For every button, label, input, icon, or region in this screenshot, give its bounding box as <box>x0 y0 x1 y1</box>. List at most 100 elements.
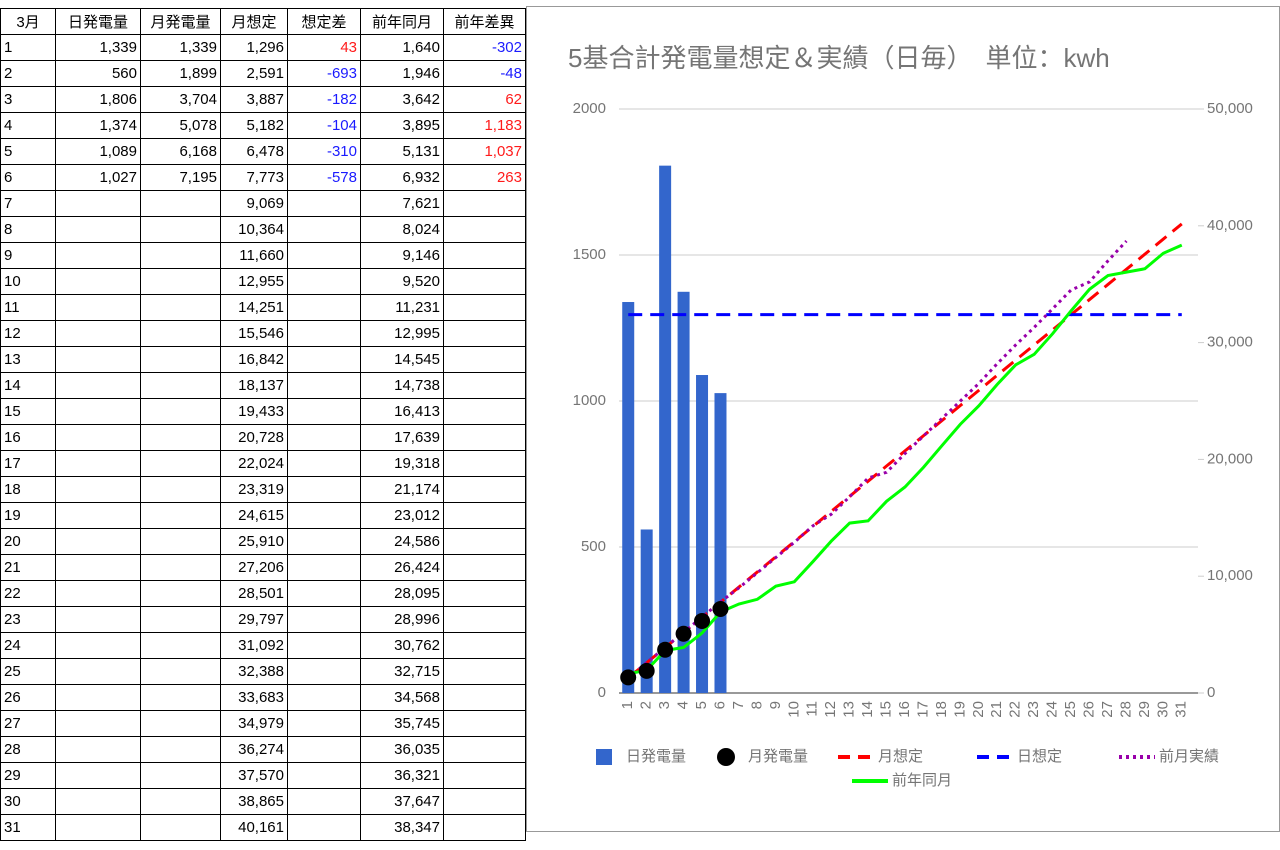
cell: 24 <box>0 632 56 659</box>
cell <box>55 450 141 477</box>
x-tick-label: 16 <box>896 701 913 718</box>
x-tick-label: 31 <box>1173 701 1190 718</box>
x-tick-label: 19 <box>951 701 968 718</box>
cell <box>443 606 526 633</box>
cell <box>55 684 141 711</box>
cell: 7,195 <box>140 164 221 191</box>
cell: 38,347 <box>360 814 444 841</box>
legend-label: 日発電量 <box>626 748 686 765</box>
cell <box>443 190 526 217</box>
cell: 8 <box>0 216 56 243</box>
row: 31 40,161 38,347 <box>0 814 526 841</box>
cell: 7 <box>0 190 56 217</box>
row: 8 10,364 8,024 <box>0 216 526 243</box>
cell: -104 <box>287 112 361 139</box>
cell <box>443 346 526 373</box>
header-cell: 月発電量 <box>140 8 221 35</box>
cell <box>287 658 361 685</box>
cell: 27 <box>0 710 56 737</box>
cell <box>140 502 221 529</box>
cell: 10 <box>0 268 56 295</box>
cell <box>287 424 361 451</box>
cell <box>287 476 361 503</box>
cell: 1,946 <box>360 60 444 87</box>
cell: 14,545 <box>360 346 444 373</box>
cell: 1,806 <box>55 86 141 113</box>
cell: 43 <box>287 34 361 61</box>
cell: 14 <box>0 372 56 399</box>
cell: 6,932 <box>360 164 444 191</box>
cell: 4 <box>0 112 56 139</box>
cell <box>443 554 526 581</box>
row: 21 27,206 26,424 <box>0 554 526 581</box>
point <box>712 600 729 617</box>
cell <box>55 398 141 425</box>
cell: 19,318 <box>360 450 444 477</box>
cell <box>140 242 221 269</box>
cell <box>140 372 221 399</box>
cell: 30,762 <box>360 632 444 659</box>
cell <box>443 216 526 243</box>
cell: 3,704 <box>140 86 221 113</box>
cell: 33,683 <box>220 684 288 711</box>
cell: 32,715 <box>360 658 444 685</box>
cell: 22,024 <box>220 450 288 477</box>
y-tick-label: 1000 <box>573 392 606 409</box>
cell <box>287 294 361 321</box>
y2-tick-label: 20,000 <box>1207 450 1253 467</box>
row: 20 25,910 24,586 <box>0 528 526 555</box>
cell: 20 <box>0 528 56 555</box>
point <box>657 641 674 658</box>
cell: 7,773 <box>220 164 288 191</box>
y-tick-label: 0 <box>598 684 606 701</box>
cell <box>55 476 141 503</box>
cell <box>55 606 141 633</box>
cell: 23,012 <box>360 502 444 529</box>
cell: 1,027 <box>55 164 141 191</box>
cell <box>140 450 221 477</box>
row: 18 23,319 21,174 <box>0 476 526 503</box>
line <box>627 239 1128 679</box>
cell: 29 <box>0 762 56 789</box>
header-cell: 月想定 <box>220 8 288 35</box>
row: 25 32,388 32,715 <box>0 658 526 685</box>
cell <box>287 242 361 269</box>
cell <box>287 606 361 633</box>
legend-label: 日想定 <box>1017 748 1062 765</box>
cell: 8,024 <box>360 216 444 243</box>
header-cell: 前年差異 <box>443 8 526 35</box>
row: 23 29,797 28,996 <box>0 606 526 633</box>
x-tick-label: 11 <box>804 701 821 717</box>
cell <box>140 814 221 841</box>
cell <box>55 762 141 789</box>
cell: 28 <box>0 736 56 763</box>
cell <box>140 762 221 789</box>
cell <box>55 788 141 815</box>
x-tick-label: 18 <box>933 701 950 718</box>
cell: 26,424 <box>360 554 444 581</box>
cell: 16 <box>0 424 56 451</box>
x-tick-label: 17 <box>914 701 931 718</box>
row: 14 18,137 14,738 <box>0 372 526 399</box>
y2-tick-label: 10,000 <box>1207 567 1253 584</box>
cell <box>287 580 361 607</box>
cell <box>55 736 141 763</box>
cell: 40,161 <box>220 814 288 841</box>
cell <box>140 684 221 711</box>
cell <box>55 710 141 737</box>
cell <box>287 268 361 295</box>
cell: 22 <box>0 580 56 607</box>
cell <box>443 684 526 711</box>
cell <box>443 294 526 321</box>
cell <box>140 216 221 243</box>
cell: 20,728 <box>220 424 288 451</box>
cell: 9 <box>0 242 56 269</box>
bar <box>659 165 672 693</box>
cell <box>55 190 141 217</box>
cell <box>140 788 221 815</box>
row: 19 24,615 23,012 <box>0 502 526 529</box>
cell <box>287 788 361 815</box>
row: 26 33,683 34,568 <box>0 684 526 711</box>
cell <box>55 372 141 399</box>
